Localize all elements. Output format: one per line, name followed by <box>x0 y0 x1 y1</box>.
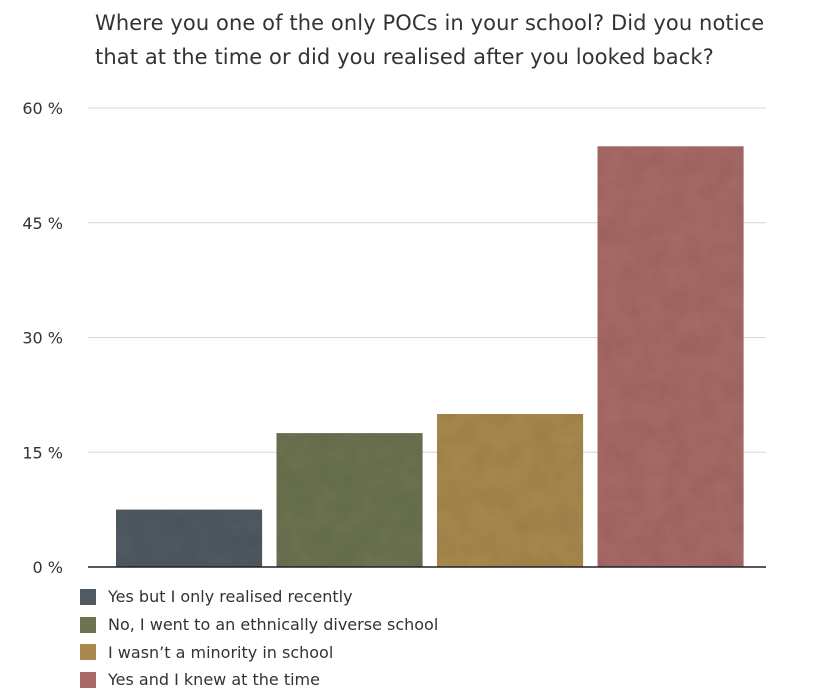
legend-swatch <box>80 616 96 633</box>
legend-label: Yes but I only realised recently <box>108 587 353 607</box>
bar-chart: 0 % 15 % 30 % 45 % 60 % <box>22 99 766 577</box>
y-tick-label: 45 % <box>22 214 63 233</box>
y-tick-label: 30 % <box>22 329 63 348</box>
legend-swatch <box>80 671 96 688</box>
bar <box>276 433 423 567</box>
legend-item: No, I went to an ethnically diverse scho… <box>80 611 438 639</box>
chart-title: Where you one of the only POCs in your s… <box>95 11 765 69</box>
bars <box>116 146 744 568</box>
legend-item: Yes and I knew at the time <box>80 666 438 694</box>
legend-swatch <box>80 644 96 661</box>
legend-item: I wasn’t a minority in school <box>80 638 438 666</box>
legend-item: Yes but I only realised recently <box>80 583 438 611</box>
y-tick-label: 0 % <box>33 558 63 577</box>
y-tick-label: 60 % <box>22 99 63 118</box>
legend: Yes but I only realised recently No, I we… <box>80 583 438 694</box>
legend-label: No, I went to an ethnically diverse scho… <box>108 615 439 635</box>
y-tick-label: 15 % <box>22 443 63 462</box>
legend-label: Yes and I knew at the time <box>108 670 320 690</box>
bar <box>437 414 584 567</box>
legend-swatch <box>80 588 96 605</box>
bar <box>597 146 744 568</box>
legend-label: I wasn’t a minority in school <box>108 642 334 662</box>
y-axis-tick-labels: 0 % 15 % 30 % 45 % 60 % <box>22 99 63 577</box>
bar <box>116 509 263 567</box>
